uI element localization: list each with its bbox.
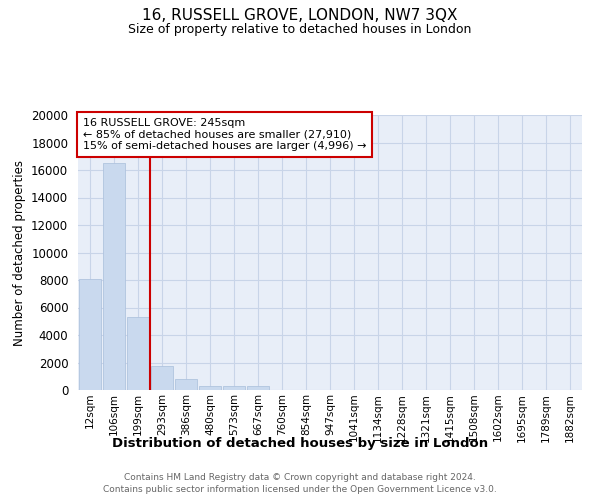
Bar: [103, 163, 125, 390]
Bar: [79, 280, 101, 390]
Bar: [247, 386, 269, 390]
Text: Contains public sector information licensed under the Open Government Licence v3: Contains public sector information licen…: [103, 485, 497, 494]
Bar: [175, 379, 197, 390]
Text: 16 RUSSELL GROVE: 245sqm
← 85% of detached houses are smaller (27,910)
15% of se: 16 RUSSELL GROVE: 245sqm ← 85% of detach…: [83, 118, 367, 151]
Y-axis label: Number of detached properties: Number of detached properties: [13, 160, 26, 346]
Text: 16, RUSSELL GROVE, LONDON, NW7 3QX: 16, RUSSELL GROVE, LONDON, NW7 3QX: [142, 8, 458, 22]
Bar: [223, 386, 245, 390]
Bar: [151, 366, 173, 390]
Bar: [127, 317, 149, 390]
Text: Size of property relative to detached houses in London: Size of property relative to detached ho…: [128, 22, 472, 36]
Bar: [199, 386, 221, 390]
Text: Contains HM Land Registry data © Crown copyright and database right 2024.: Contains HM Land Registry data © Crown c…: [124, 472, 476, 482]
Text: Distribution of detached houses by size in London: Distribution of detached houses by size …: [112, 438, 488, 450]
